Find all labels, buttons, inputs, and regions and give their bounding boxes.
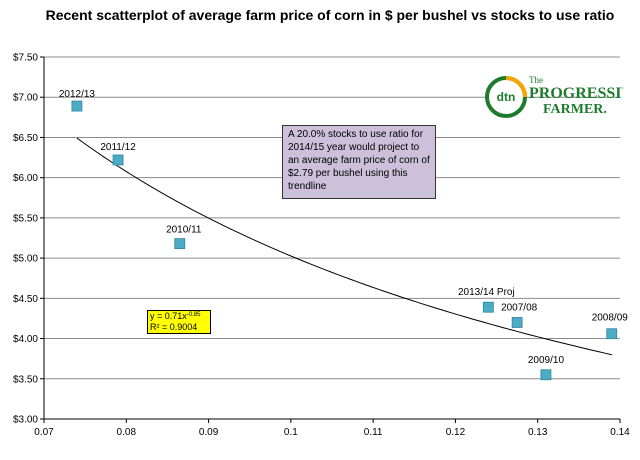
logo-line2: FARMER. <box>543 102 607 117</box>
x-tick-label: 0.12 <box>446 427 466 438</box>
trendline-equation: y = 0.71x-0.85 <box>150 311 201 321</box>
y-tick-label: $5.50 <box>13 213 38 224</box>
y-tick-label: $7.50 <box>13 53 38 64</box>
data-point-label: 2009/10 <box>528 355 565 366</box>
y-tick-label: $7.00 <box>13 93 38 104</box>
chart-title: Recent scatterplot of average farm price… <box>45 7 615 23</box>
x-tick-label: 0.1 <box>284 427 298 438</box>
dtn-progressive-farmer-logo: dtn The PROGRESSIVE FARMER. <box>483 72 623 122</box>
power-trendline <box>76 137 612 356</box>
x-tick-label: 0.07 <box>34 427 54 438</box>
data-point <box>606 328 618 340</box>
data-point-label: 2012/13 <box>59 89 96 100</box>
logo-small-text: The <box>529 75 543 85</box>
x-tick-label: 0.08 <box>117 427 137 438</box>
x-tick-label: 0.13 <box>528 427 548 438</box>
y-tick-label: $3.50 <box>13 374 38 385</box>
logo-line1: PROGRESSIVE <box>529 85 623 102</box>
data-point <box>511 317 523 328</box>
data-point <box>540 369 552 381</box>
data-point-label: 2010/11 <box>166 225 202 236</box>
data-point <box>71 100 83 112</box>
data-point <box>112 154 124 166</box>
data-point-label: 2013/14 Proj <box>458 287 515 298</box>
logo-mark: dtn <box>497 90 516 104</box>
y-tick-label: $5.00 <box>13 254 38 265</box>
x-tick-label: 0.11 <box>364 427 383 438</box>
y-tick-label: $3.00 <box>13 415 38 426</box>
y-tick-label: $4.00 <box>13 334 38 345</box>
trendline-annotation: A 20.0% stocks to use ratio for 2014/15 … <box>282 125 436 199</box>
r-squared-label: R² = 0.9004 <box>150 322 198 332</box>
data-point <box>482 301 494 313</box>
data-point-label: 2007/08 <box>501 302 538 313</box>
data-point <box>174 238 186 250</box>
y-tick-label: $6.00 <box>13 173 38 184</box>
y-tick-label: $6.50 <box>13 133 38 144</box>
data-point-label: 2011/12 <box>100 142 136 153</box>
x-tick-label: 0.14 <box>610 427 630 438</box>
trendline-equation-box: y = 0.71x-0.85 R² = 0.9004 <box>147 310 211 334</box>
data-point-label: 2008/09 <box>592 313 629 324</box>
y-tick-label: $4.50 <box>13 294 38 305</box>
x-tick-label: 0.09 <box>199 427 219 438</box>
